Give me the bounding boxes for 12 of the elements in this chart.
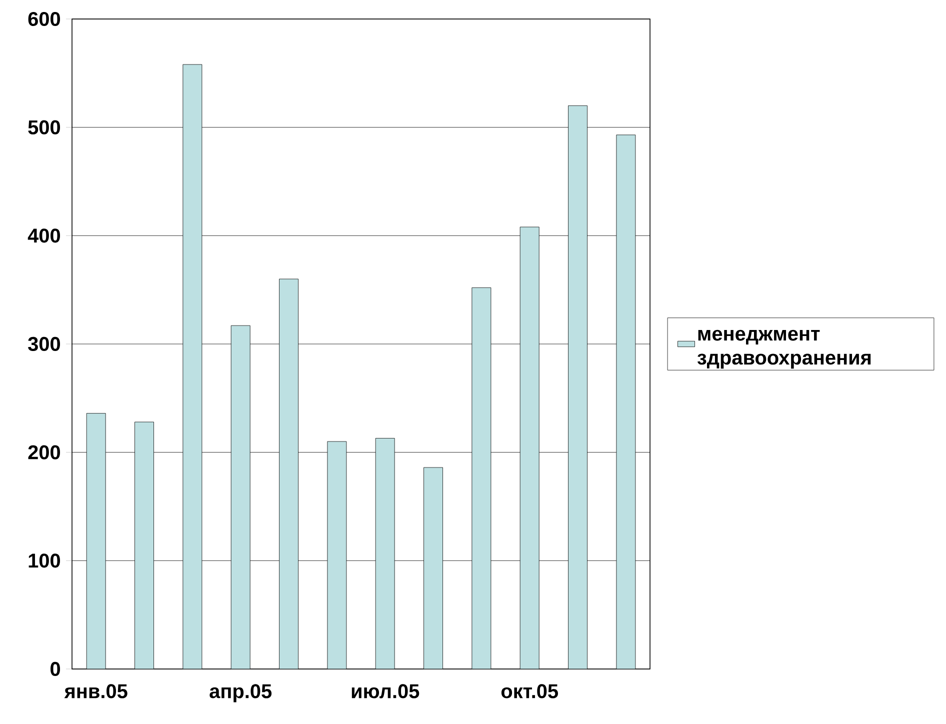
x-tick-label: окт.05 bbox=[501, 684, 558, 698]
y-tick-label: 200 bbox=[28, 445, 60, 460]
legend-label: менеджмент здравоохранения bbox=[697, 330, 871, 369]
y-tick-label: 100 bbox=[28, 554, 60, 568]
x-tick-label: янв.05 bbox=[64, 684, 128, 698]
y-tick-label: 400 bbox=[28, 228, 60, 243]
y-tick-label: 600 bbox=[28, 12, 60, 26]
x-tick-label: июл.05 bbox=[352, 684, 420, 698]
y-tick-label: 0 bbox=[50, 662, 60, 676]
y-tick-label: 300 bbox=[28, 336, 60, 352]
y-tick-label: 500 bbox=[28, 120, 60, 134]
x-tick-label: апр.05 bbox=[210, 684, 272, 702]
